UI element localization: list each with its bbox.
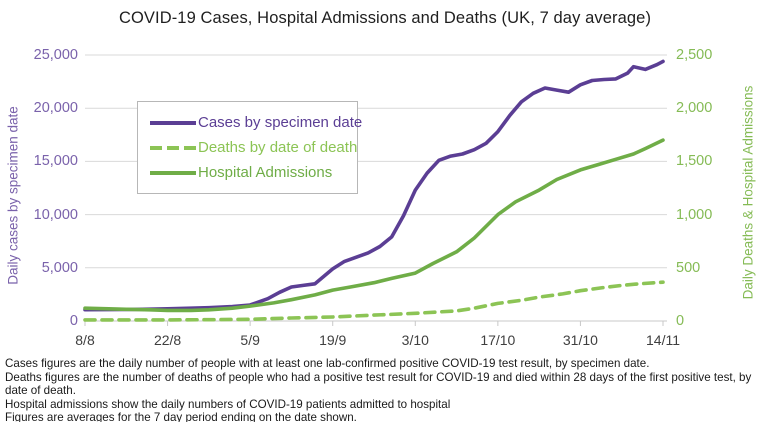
footnote-averages: Figures are averages for the 7 day perio…	[5, 411, 357, 422]
series-line-hospital-admissions	[83, 138, 665, 313]
y-right-tick-label: 1,000	[676, 206, 713, 223]
y-left-tick-label: 0	[69, 313, 78, 329]
footnote-cases: Cases figures are the daily number of pe…	[5, 357, 650, 370]
x-tick-label: 22/8	[153, 332, 182, 348]
legend-label-cases: Cases by specimen date	[198, 114, 363, 131]
series-line-deaths-by-date-of-death	[83, 280, 665, 322]
y-right-tick-label: 2,500	[676, 47, 713, 63]
y-left-tick-label: 15,000	[33, 153, 78, 170]
x-tick-label: 17/10	[480, 332, 516, 348]
y-right-tick-label: 0	[676, 313, 685, 329]
cases-line-swatch-icon	[150, 120, 196, 125]
plot-area	[83, 54, 667, 326]
legend-item-cases: Cases by specimen date	[150, 110, 362, 135]
chart-footnotes: Cases figures are the daily number of pe…	[5, 357, 767, 422]
x-tick-label: 5/9	[240, 332, 260, 348]
y-right-tick-label: 500	[676, 259, 701, 276]
deaths-dashed-line-swatch-icon	[150, 145, 196, 150]
y-left-tick-label: 5,000	[41, 259, 78, 276]
footnote-admissions: Hospital admissions show the daily numbe…	[5, 397, 451, 411]
chart-title: COVID-19 Cases, Hospital Admissions and …	[118, 9, 652, 27]
legend-item-admissions: Hospital Admissions	[150, 160, 347, 185]
y-left-tick-label: 20,000	[33, 100, 78, 117]
footnote-deaths: Deaths figures are the number of deaths …	[5, 370, 752, 398]
admissions-line-swatch-icon	[150, 170, 196, 175]
x-tick-label: 8/8	[75, 332, 95, 348]
x-tick-label: 3/10	[401, 332, 429, 348]
y-axis-right-title: Daily Deaths & Hospital Admissions	[740, 85, 756, 300]
y-axis-left-title: Daily cases by specimen date	[5, 106, 21, 285]
x-tick-label: 19/9	[319, 332, 347, 348]
x-tick-label: 14/11	[646, 332, 680, 348]
y-right-tick-label: 1,500	[676, 153, 713, 170]
y-left-tick-label: 25,000	[33, 47, 78, 63]
legend-label-admissions: Hospital Admissions	[198, 164, 333, 181]
x-tick-label: 31/10	[562, 332, 598, 348]
y-left-tick-label: 10,000	[33, 206, 78, 223]
legend-label-deaths: Deaths by date of death	[198, 139, 358, 156]
chart-legend: Cases by specimen date Deaths by date of…	[137, 101, 362, 194]
legend-item-deaths: Deaths by date of death	[150, 135, 357, 160]
y-right-tick-label: 2,000	[676, 100, 713, 117]
